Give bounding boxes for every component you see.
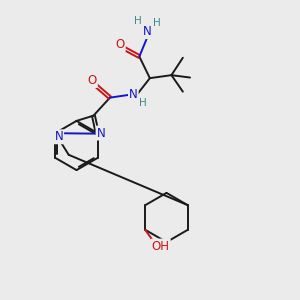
Text: N: N — [129, 88, 138, 101]
Text: O: O — [88, 74, 97, 87]
Text: H: H — [140, 98, 147, 108]
Text: H: H — [134, 16, 142, 26]
Text: H: H — [154, 18, 161, 28]
Text: N: N — [143, 25, 152, 38]
Text: O: O — [116, 38, 125, 51]
Text: N: N — [97, 127, 105, 140]
Text: N: N — [54, 130, 63, 143]
Text: OH: OH — [152, 239, 170, 253]
